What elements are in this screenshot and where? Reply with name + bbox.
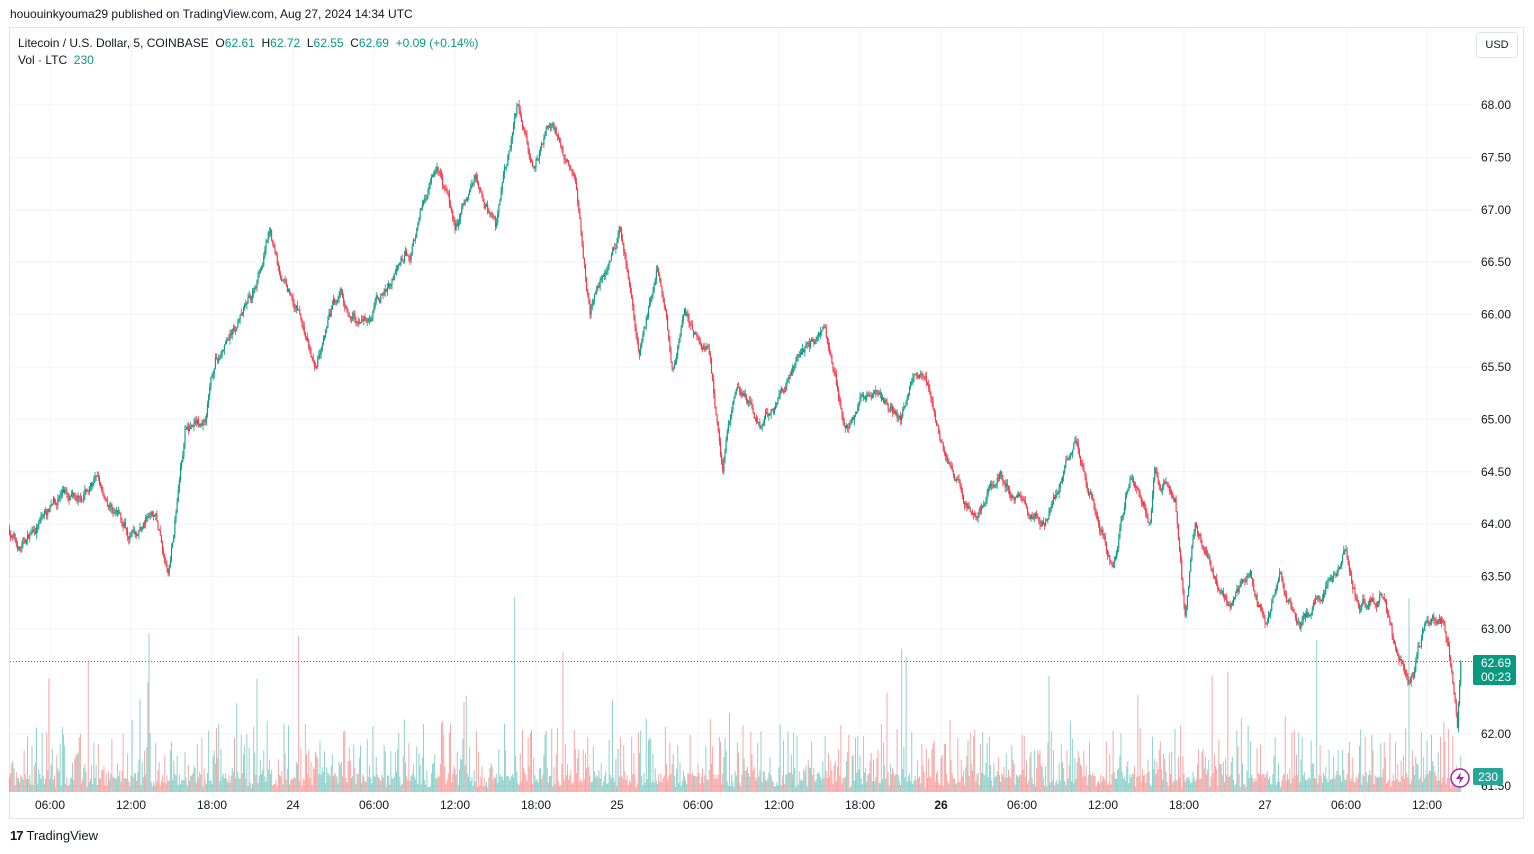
- volume-bars: [9, 597, 1462, 792]
- volume-row: Vol · LTC 230: [18, 52, 478, 69]
- time-tick-label: 25: [610, 798, 624, 812]
- high-label: H: [261, 36, 271, 50]
- price-tick-label: 63.50: [1481, 570, 1511, 584]
- time-tick-label: 12:00: [1412, 798, 1442, 812]
- price-tick-label: 64.00: [1481, 517, 1511, 531]
- last-volume-text: 230: [1478, 770, 1498, 784]
- price-tick-label: 62.00: [1481, 727, 1511, 741]
- ohlc-row: Litecoin / U.S. Dollar, 5, COINBASE O62.…: [18, 35, 478, 52]
- time-tick-label: 18:00: [521, 798, 551, 812]
- price-tick-label: 65.50: [1481, 360, 1511, 374]
- brand-name: TradingView: [26, 828, 99, 843]
- grid: [10, 30, 1472, 792]
- time-tick-label: 06:00: [359, 798, 389, 812]
- lightning-icon[interactable]: [1450, 768, 1470, 788]
- time-tick-label: 06:00: [683, 798, 713, 812]
- price-tick-label: 63.00: [1481, 622, 1511, 636]
- open-label: O: [215, 36, 225, 50]
- time-tick-label: 06:00: [1007, 798, 1037, 812]
- last-volume-box: [1473, 768, 1503, 785]
- close-value: 62.69: [358, 36, 389, 50]
- time-tick-label: 27: [1258, 798, 1272, 812]
- low-value: 62.55: [313, 36, 344, 50]
- tradingview-logo[interactable]: 17 TradingView: [10, 828, 98, 843]
- time-tick-label: 18:00: [197, 798, 227, 812]
- price-tick-label: 65.00: [1481, 412, 1511, 426]
- last-price-text: 62.69: [1481, 656, 1511, 670]
- time-tick-label: 26: [934, 798, 948, 812]
- price-tick-label: 67.50: [1481, 150, 1511, 164]
- time-tick-label: 24: [286, 798, 300, 812]
- high-value: 62.72: [270, 36, 301, 50]
- open-value: 62.61: [224, 36, 255, 50]
- last-price-box: [1473, 655, 1516, 685]
- countdown-text: 00:23: [1481, 670, 1511, 684]
- time-tick-label: 06:00: [1331, 798, 1361, 812]
- chart-frame: [9, 27, 1524, 819]
- price-tick-label: 68.00: [1481, 98, 1511, 112]
- time-axis: 06:00 12:00 18:00 24 06:00 12:00 18:00 25 06:00 1…: [35, 798, 1442, 812]
- last-price-label: 62.69 00:23: [1473, 655, 1516, 685]
- tradingview-logo-icon: 17: [10, 828, 24, 843]
- volume-value: 230: [73, 53, 94, 67]
- price-axis: 68.00 67.50 67.00 66.50 66.00 65.50 65.00 64.50…: [1481, 98, 1511, 793]
- change-value: +0.09 (+0.14%): [395, 36, 479, 50]
- publisher-line: hououinkyouma29 published on TradingView…: [10, 7, 413, 21]
- time-tick-label: 18:00: [1169, 798, 1199, 812]
- time-tick-label: 12:00: [764, 798, 794, 812]
- price-tick-label: 66.00: [1481, 308, 1511, 322]
- last-volume-label: 230: [1473, 768, 1503, 785]
- chart-legend: Litecoin / U.S. Dollar, 5, COINBASE O62.…: [18, 35, 478, 69]
- time-tick-label: 12:00: [116, 798, 146, 812]
- low-label: L: [306, 36, 314, 50]
- time-tick-label: 12:00: [440, 798, 470, 812]
- price-tick-label: 66.50: [1481, 255, 1511, 269]
- time-tick-label: 18:00: [845, 798, 875, 812]
- symbol-title[interactable]: Litecoin / U.S. Dollar, 5, COINBASE: [18, 36, 209, 50]
- close-label: C: [350, 36, 359, 50]
- price-tick-label: 64.50: [1481, 465, 1511, 479]
- time-tick-label: 06:00: [35, 798, 65, 812]
- currency-button[interactable]: USD: [1476, 32, 1518, 58]
- time-tick-label: 12:00: [1088, 798, 1118, 812]
- candles: [8, 99, 1462, 733]
- price-tick-label: 67.00: [1481, 203, 1511, 217]
- volume-label[interactable]: Vol · LTC: [18, 53, 68, 67]
